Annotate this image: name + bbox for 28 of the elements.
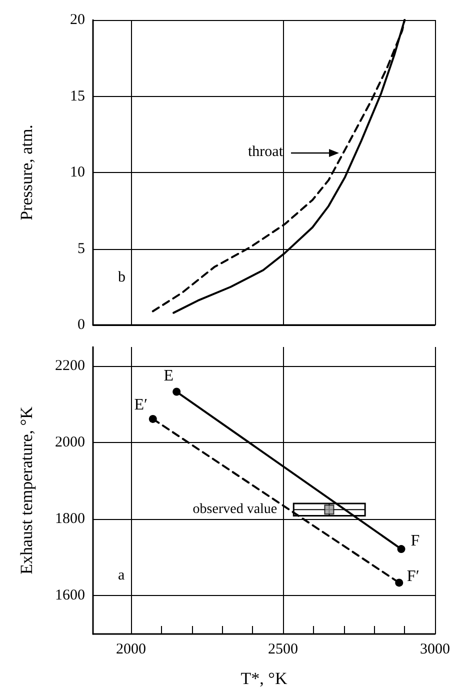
y-tick-label: 2000 — [55, 434, 85, 451]
annotation: F′ — [406, 568, 420, 586]
x-tick-label: 2000 — [116, 642, 146, 658]
y-tick-label: 0 — [78, 317, 85, 333]
point — [397, 545, 406, 554]
annotation: F — [410, 532, 420, 550]
y-axis-title: Pressure, atm. — [17, 124, 36, 220]
annotation: throat — [248, 144, 283, 161]
annotation: E′ — [134, 396, 148, 414]
point — [172, 388, 181, 396]
y-tick-label: 2200 — [55, 358, 85, 374]
x-tick-label: 3000 — [420, 642, 450, 658]
annotation: a — [118, 568, 125, 584]
point — [395, 578, 404, 587]
y-tick-label: 10 — [70, 164, 85, 180]
point — [148, 414, 157, 423]
annotation: b — [118, 270, 126, 286]
annotation: E — [164, 367, 174, 384]
x-tick-label: 2500 — [268, 642, 298, 658]
y-tick-label: 1800 — [55, 511, 85, 528]
y-tick-label: 20 — [70, 12, 85, 28]
point — [324, 504, 334, 515]
annotation: observed value — [192, 502, 278, 518]
x-axis-title: T*, °K — [240, 669, 288, 688]
y-tick-label: 1600 — [55, 588, 85, 604]
y-tick-label: 15 — [70, 88, 85, 104]
y-axis-title: Exhaust temperature, °K — [17, 406, 36, 574]
y-tick-label: 5 — [78, 240, 85, 257]
